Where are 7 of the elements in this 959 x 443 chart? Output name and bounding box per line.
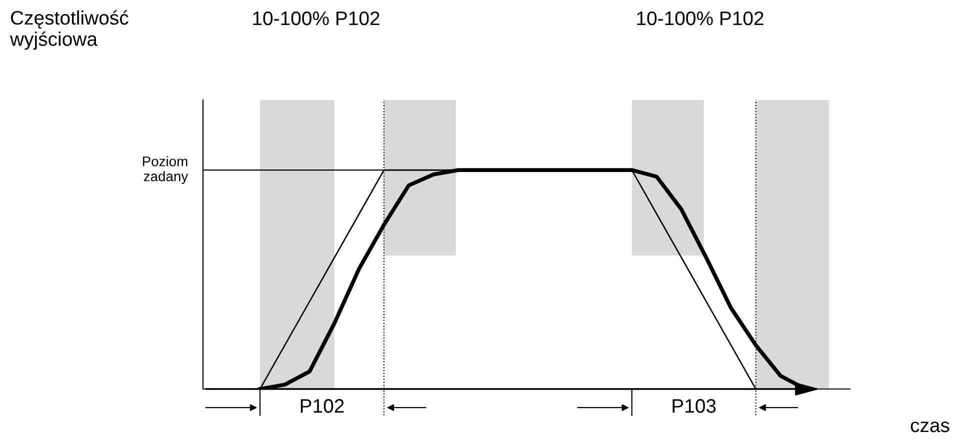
text: czas (910, 422, 950, 432)
text: 10-100% P102 (637, 11, 764, 26)
ref-line-label: Poziom zadany (142, 156, 188, 184)
text: P102 (300, 399, 344, 413)
text: 10-100% P102 (253, 11, 380, 26)
text: P103 (672, 399, 716, 413)
text: Częstotliwość wyjściowa (10, 10, 128, 50)
